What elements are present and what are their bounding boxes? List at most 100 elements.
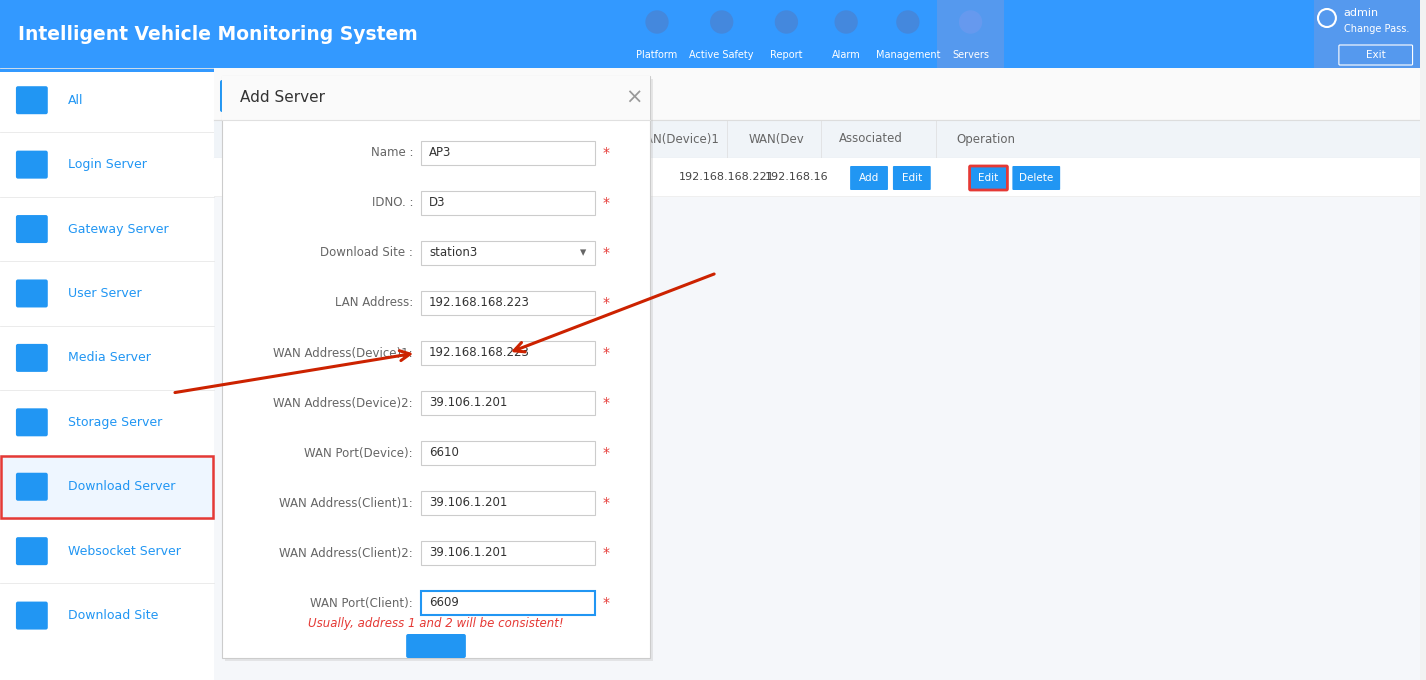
Text: Add Server: Add Server — [415, 88, 485, 101]
Text: Management: Management — [876, 50, 940, 60]
Text: WAN Port(Client):: WAN Port(Client): — [311, 596, 414, 609]
Text: Change Pass.: Change Pass. — [1343, 24, 1409, 34]
FancyBboxPatch shape — [222, 76, 650, 120]
Text: Gateway Server: Gateway Server — [67, 222, 168, 235]
Text: *: * — [602, 396, 609, 410]
FancyBboxPatch shape — [421, 541, 595, 565]
Text: Download Site :: Download Site : — [321, 247, 414, 260]
Text: ▾: ▾ — [580, 247, 586, 260]
FancyBboxPatch shape — [225, 79, 653, 661]
Text: Usually, address 1 and 2 will be consistent!: Usually, address 1 and 2 will be consist… — [308, 617, 563, 630]
Text: 192.168.168.223: 192.168.168.223 — [429, 347, 530, 360]
Text: *: * — [602, 496, 609, 510]
Text: 6609: 6609 — [429, 596, 459, 609]
Text: Exit: Exit — [1366, 50, 1386, 60]
Text: WAN Address(Client)2:: WAN Address(Client)2: — [279, 547, 414, 560]
FancyBboxPatch shape — [16, 215, 48, 243]
Circle shape — [836, 11, 857, 33]
FancyBboxPatch shape — [16, 151, 48, 179]
Text: 39.106.1.201: 39.106.1.201 — [429, 396, 508, 409]
FancyBboxPatch shape — [1012, 166, 1060, 190]
Text: Download Server: Download Server — [67, 480, 175, 493]
Text: WAN Address(Device)1:: WAN Address(Device)1: — [274, 347, 414, 360]
Text: Download Site: Download Site — [67, 609, 158, 622]
FancyBboxPatch shape — [0, 0, 1419, 68]
Text: All: All — [67, 94, 83, 107]
FancyBboxPatch shape — [222, 76, 650, 658]
FancyBboxPatch shape — [421, 191, 595, 215]
Text: Login Server: Login Server — [67, 158, 147, 171]
FancyBboxPatch shape — [1313, 0, 1419, 68]
FancyBboxPatch shape — [421, 141, 595, 165]
FancyBboxPatch shape — [421, 441, 595, 465]
FancyBboxPatch shape — [0, 68, 214, 680]
Text: D3: D3 — [429, 197, 445, 209]
Text: Delete: Delete — [1020, 173, 1054, 183]
Text: WAN(Device)1: WAN(Device)1 — [635, 133, 719, 146]
Text: *: * — [602, 346, 609, 360]
Circle shape — [897, 11, 918, 33]
FancyBboxPatch shape — [970, 166, 1007, 190]
FancyBboxPatch shape — [421, 341, 595, 365]
Text: Report: Report — [770, 50, 803, 60]
FancyBboxPatch shape — [16, 537, 48, 565]
FancyBboxPatch shape — [16, 473, 48, 500]
Text: ×: × — [626, 88, 643, 108]
FancyBboxPatch shape — [214, 120, 1419, 158]
Text: Storage Server: Storage Server — [67, 415, 163, 429]
FancyBboxPatch shape — [401, 77, 499, 111]
Text: Alarm: Alarm — [831, 50, 860, 60]
Text: Add Server: Add Server — [240, 90, 325, 105]
Circle shape — [710, 11, 733, 33]
FancyBboxPatch shape — [16, 344, 48, 372]
Text: AP3: AP3 — [429, 146, 452, 160]
FancyBboxPatch shape — [406, 634, 466, 658]
Text: Associated: Associated — [838, 133, 903, 146]
Text: Download Server: Download Server — [260, 86, 406, 101]
FancyBboxPatch shape — [850, 166, 888, 190]
FancyBboxPatch shape — [16, 279, 48, 307]
FancyBboxPatch shape — [893, 166, 931, 190]
Text: Edit: Edit — [978, 173, 998, 183]
FancyBboxPatch shape — [214, 68, 1419, 120]
FancyBboxPatch shape — [16, 86, 48, 114]
Text: admin: admin — [1343, 8, 1379, 18]
Text: 39.106.1.201: 39.106.1.201 — [429, 496, 508, 509]
Text: .221: .221 — [595, 172, 620, 182]
Text: 192.168.168.221: 192.168.168.221 — [679, 172, 774, 182]
Circle shape — [646, 11, 667, 33]
FancyBboxPatch shape — [220, 80, 252, 112]
Text: *: * — [602, 196, 609, 210]
Text: 192.168.168.223: 192.168.168.223 — [429, 296, 530, 309]
FancyBboxPatch shape — [421, 591, 595, 615]
Text: Platform: Platform — [636, 50, 677, 60]
Text: IDNO. :: IDNO. : — [372, 197, 414, 209]
FancyBboxPatch shape — [214, 158, 1419, 196]
Text: *: * — [602, 546, 609, 560]
Text: Intelligent Vehicle Monitoring System: Intelligent Vehicle Monitoring System — [19, 24, 418, 44]
FancyBboxPatch shape — [421, 291, 595, 315]
Text: *: * — [602, 246, 609, 260]
FancyBboxPatch shape — [421, 391, 595, 415]
FancyBboxPatch shape — [1339, 45, 1413, 65]
FancyBboxPatch shape — [16, 602, 48, 630]
Text: Servers: Servers — [953, 50, 990, 60]
FancyBboxPatch shape — [0, 68, 214, 72]
Text: station3: station3 — [429, 247, 478, 260]
Text: WAN Port(Device):: WAN Port(Device): — [305, 447, 414, 460]
Text: WAN Address(Client)1:: WAN Address(Client)1: — [279, 496, 414, 509]
FancyBboxPatch shape — [421, 241, 595, 265]
Text: *: * — [602, 146, 609, 160]
Text: *: * — [602, 596, 609, 610]
Text: User Server: User Server — [67, 287, 141, 300]
Text: WAN Address(Device)2:: WAN Address(Device)2: — [274, 396, 414, 409]
Text: Active Safety: Active Safety — [689, 50, 754, 60]
Text: Media Server: Media Server — [67, 352, 151, 364]
Text: *: * — [602, 296, 609, 310]
FancyBboxPatch shape — [214, 68, 1419, 680]
FancyBboxPatch shape — [421, 491, 595, 515]
Text: 39.106.1.201: 39.106.1.201 — [429, 547, 508, 560]
FancyBboxPatch shape — [0, 454, 214, 519]
Text: Websocket Server: Websocket Server — [67, 545, 181, 558]
Circle shape — [960, 11, 981, 33]
